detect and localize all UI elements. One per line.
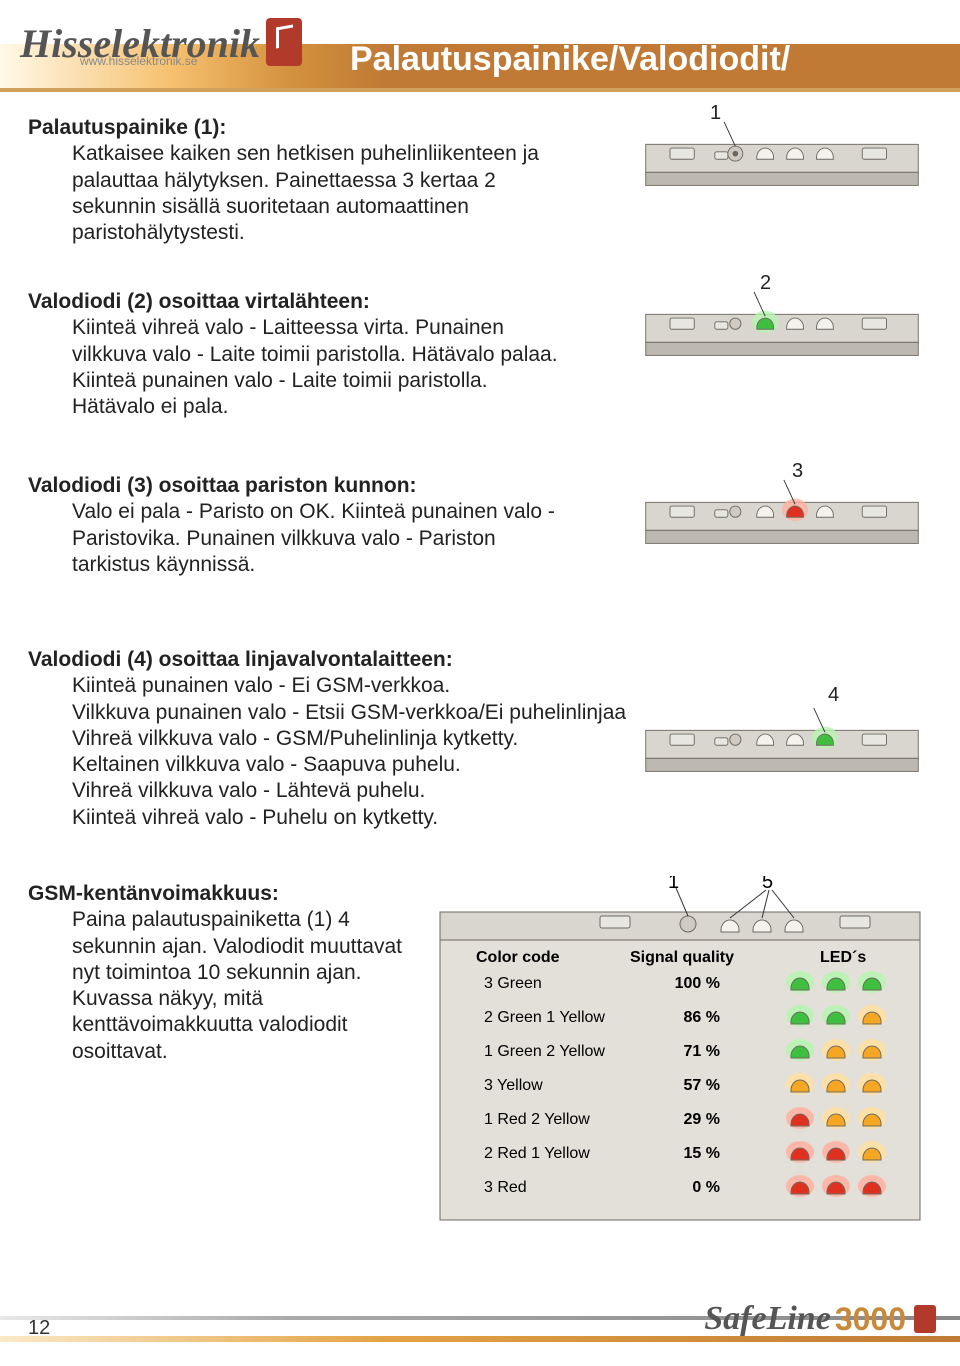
svg-text:57 %: 57 %	[684, 1077, 720, 1094]
section-led-3: Valodiodi (3) osoittaa pariston kunnon: …	[28, 473, 932, 623]
svg-text:Signal quality: Signal quality	[630, 949, 734, 966]
svg-text:5: 5	[762, 876, 773, 893]
footer-brand-name: SafeLine	[704, 1300, 831, 1338]
section-led-4: Valodiodi (4) osoittaa linjavalvontalait…	[28, 647, 932, 857]
device-diagram-4: 4	[632, 693, 932, 803]
section-body: Paina palautuspainiketta (1) 4 sekunnin …	[28, 907, 428, 1065]
page-footer: 12 SafeLine 3000	[0, 1280, 960, 1366]
brand-logo-badge-icon	[266, 18, 302, 66]
section-reset-button: Palautuspainike (1): Katkaisee kaiken se…	[28, 115, 932, 265]
brand-logo-url: www.hisselektronik.se	[80, 54, 197, 68]
svg-text:1 Green 2 Yellow: 1 Green 2 Yellow	[484, 1043, 605, 1060]
svg-text:3 Green: 3 Green	[484, 975, 542, 992]
svg-text:15 %: 15 %	[684, 1145, 720, 1162]
section-led-2: Valodiodi (2) osoittaa virtalähteen: Kii…	[28, 289, 932, 449]
section-body: Katkaisee kaiken sen hetkisen puhelinlii…	[28, 141, 568, 246]
section-line: Kiinteä vihreä valo - Puhelu on kytketty…	[72, 805, 748, 831]
svg-text:0 %: 0 %	[692, 1179, 720, 1196]
footer-brand-badge-icon	[914, 1305, 936, 1333]
footer-brand-model: 3000	[835, 1301, 906, 1338]
brand-logo: Hisselektronik www.hisselektronik.se	[20, 8, 302, 80]
svg-text:29 %: 29 %	[684, 1111, 720, 1128]
page-title: Palautuspainike/Valodiodit/	[350, 40, 790, 79]
svg-text:1 Red 2 Yellow: 1 Red 2 Yellow	[484, 1111, 590, 1128]
callout-number: 1	[710, 101, 721, 126]
page-number: 12	[28, 1317, 50, 1340]
footer-brand: SafeLine 3000	[704, 1300, 936, 1338]
section-body: Kiinteä vihreä valo - Laitteessa virta. …	[28, 315, 568, 420]
page-header: Hisselektronik www.hisselektronik.se Pal…	[0, 0, 960, 95]
svg-text:100 %: 100 %	[675, 975, 720, 992]
svg-text:2 Green 1 Yellow: 2 Green 1 Yellow	[484, 1009, 605, 1026]
section-body: Valo ei pala - Paristo on OK. Kiinteä pu…	[28, 499, 568, 578]
callout-number: 2	[760, 271, 771, 296]
svg-text:2 Red 1 Yellow: 2 Red 1 Yellow	[484, 1145, 590, 1162]
svg-text:3 Red: 3 Red	[484, 1179, 527, 1196]
svg-text:71 %: 71 %	[684, 1043, 720, 1060]
svg-text:1: 1	[668, 876, 679, 893]
section-title: Valodiodi (4) osoittaa linjavalvontalait…	[28, 647, 932, 673]
signal-strength-panel: 1 5 Color code Signal quality LED´s 3 Green 10…	[420, 876, 940, 1236]
device-diagram-2: 2	[632, 277, 932, 361]
callout-number: 4	[828, 683, 839, 708]
device-diagram-3: 3	[632, 465, 932, 549]
svg-text:86 %: 86 %	[684, 1009, 720, 1026]
callout-number: 3	[792, 459, 803, 484]
svg-text:Color code: Color code	[476, 949, 560, 966]
device-diagram-1: 1	[632, 107, 932, 191]
svg-text:LED´s: LED´s	[820, 949, 866, 966]
svg-text:3 Yellow: 3 Yellow	[484, 1077, 543, 1094]
